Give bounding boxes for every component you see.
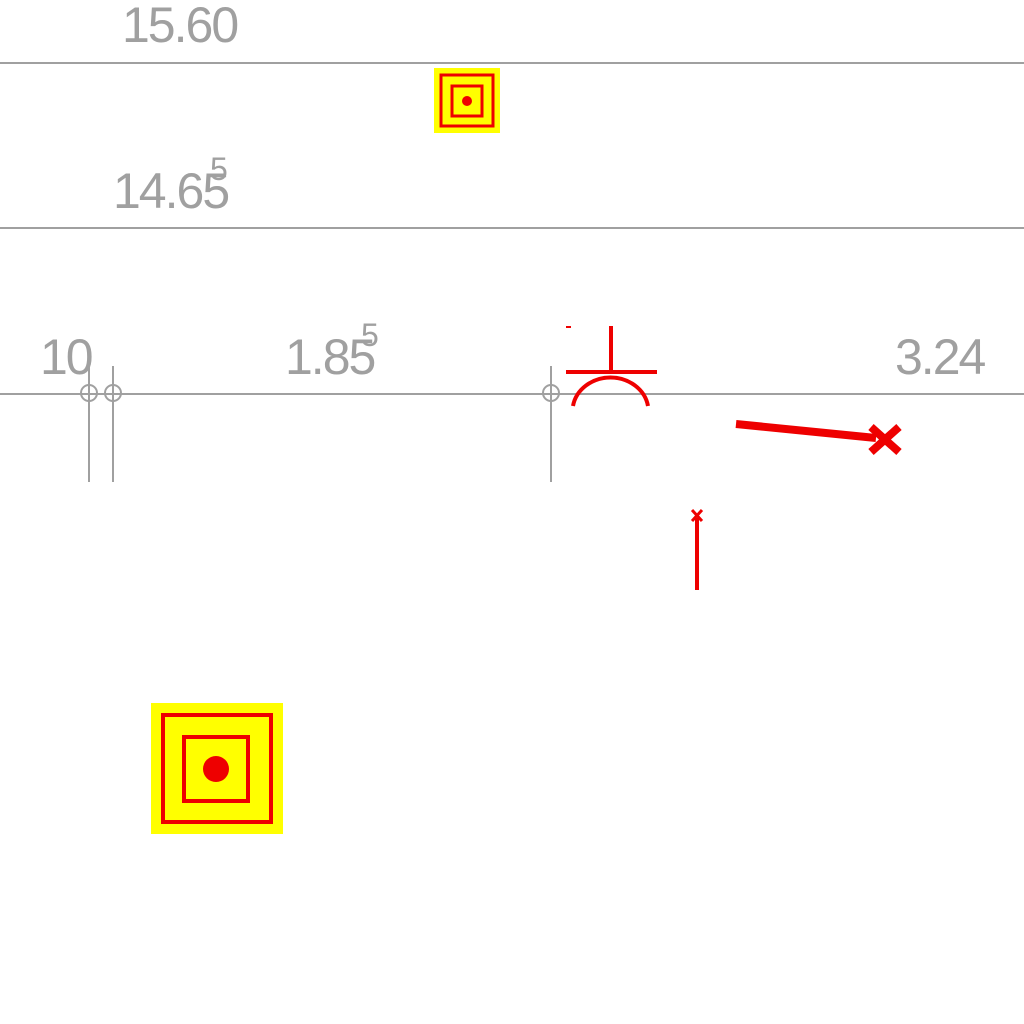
elevation-label-mid: 14.65: [113, 163, 228, 219]
dimension-tick-left-a: [80, 366, 98, 482]
elevation-label-mid-superscript: 5: [210, 151, 228, 187]
cross-marker-icon[interactable]: [690, 508, 704, 590]
dimension-label-center-superscript: 5: [361, 317, 379, 353]
dimension-label-right: 3.24: [895, 329, 986, 385]
target-marker-icon[interactable]: [151, 703, 283, 834]
target-marker-icon[interactable]: [434, 68, 500, 133]
elevation-label-top: 15.60: [122, 0, 237, 53]
dimension-label-center: 1.85: [285, 329, 375, 385]
dimension-label-left: 10: [40, 329, 92, 385]
cross-marker-icon[interactable]: [735, 420, 902, 455]
stand-arch-icon[interactable]: [566, 326, 657, 407]
dimension-tick-center: [542, 366, 560, 482]
dimension-tick-left-b: [104, 366, 122, 482]
